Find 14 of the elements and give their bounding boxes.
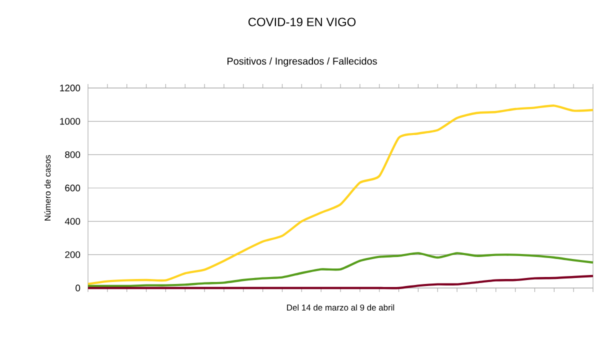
y-tick-label: 200: [65, 251, 80, 258]
line-series: [86, 252, 594, 288]
x-axis-title: Del 14 de marzo al 9 de abril: [287, 304, 394, 311]
y-tick-label: 800: [65, 151, 80, 158]
y-axis-title: Número de casos: [44, 155, 51, 220]
y-tick-label: 0: [76, 284, 80, 292]
chart-subtitle: Positivos / Ingresados / Fallecidos: [228, 57, 377, 67]
y-tick-label: 600: [65, 184, 80, 192]
y-tick-label: 1000: [60, 118, 80, 125]
y-tick-label: 1200: [60, 84, 80, 92]
y-tick-label: 400: [64, 218, 80, 225]
chart-title: COVID-19 EN VIGO: [248, 18, 356, 26]
line-series: [86, 104, 594, 286]
line-series: [86, 274, 594, 290]
